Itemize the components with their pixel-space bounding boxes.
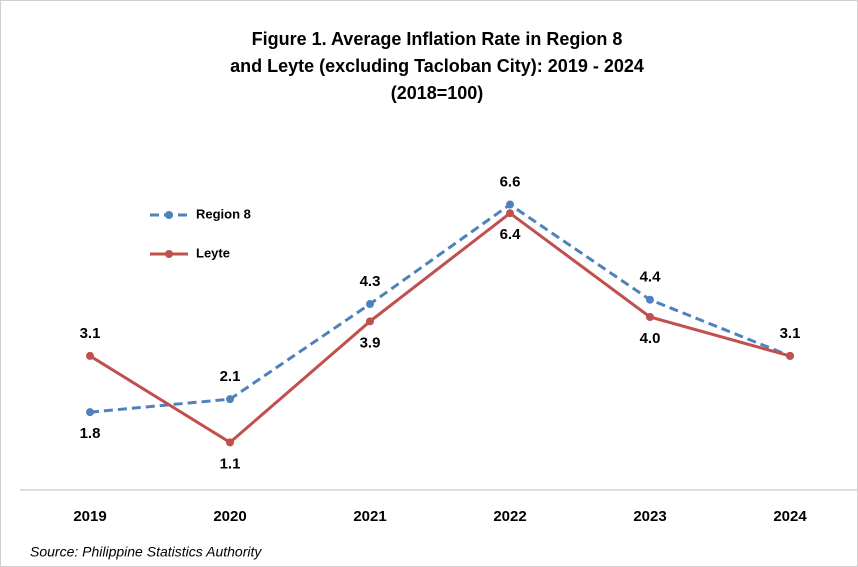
series-line xyxy=(89,211,791,445)
legend-label: Region 8 xyxy=(196,206,251,221)
data-label: 6.6 xyxy=(500,174,521,191)
data-label: 1.8 xyxy=(80,425,101,442)
point xyxy=(366,317,374,326)
x-tick-label: 2022 xyxy=(493,508,526,525)
data-label: 4.4 xyxy=(640,269,662,286)
data-label: 3.1 xyxy=(80,325,101,342)
point xyxy=(226,438,234,447)
x-tick-label: 2020 xyxy=(213,508,246,525)
x-tick-label: 2021 xyxy=(353,508,386,525)
point xyxy=(226,395,234,404)
chart-title: (2018=100) xyxy=(391,83,484,103)
point xyxy=(86,408,94,417)
point xyxy=(786,351,794,360)
data-label: 4.0 xyxy=(640,330,661,347)
data-label: 4.3 xyxy=(360,273,381,290)
legend-marker xyxy=(165,211,173,219)
data-label: 1.1 xyxy=(220,455,241,472)
source: Source: Philippine Statistics Authority xyxy=(30,544,262,560)
data-label: 6.4 xyxy=(500,226,522,243)
series-line xyxy=(89,202,791,414)
x-tick-label: 2019 xyxy=(73,508,106,525)
point xyxy=(646,313,654,321)
data-label: 2.1 xyxy=(220,368,241,385)
legend-marker xyxy=(165,250,173,258)
point xyxy=(366,300,374,309)
x-tick-label: 2024 xyxy=(773,508,807,525)
data-label: 3.9 xyxy=(360,334,381,351)
point xyxy=(86,351,94,360)
x-tick-label: 2023 xyxy=(633,508,666,525)
point xyxy=(506,209,514,218)
point xyxy=(646,295,654,304)
data-label: 3.1 xyxy=(780,325,801,342)
point xyxy=(506,200,514,209)
chart-title: and Leyte (excluding Tacloban City): 201… xyxy=(230,56,644,76)
legend-label: Leyte xyxy=(196,245,230,260)
chart-title: Figure 1. Average Inflation Rate in Regi… xyxy=(252,29,623,49)
